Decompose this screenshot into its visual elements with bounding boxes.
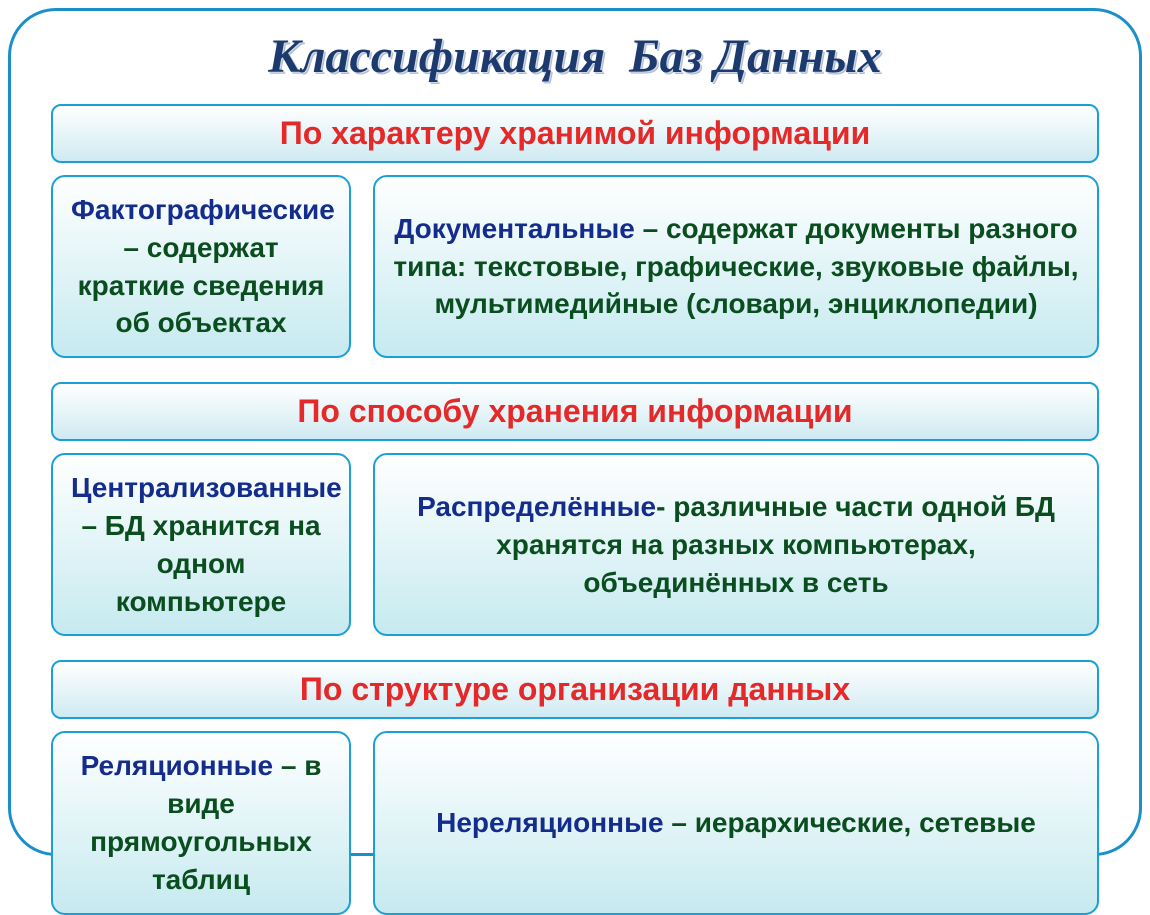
- section-row-1: Фактографические – содержат краткие свед…: [51, 175, 1099, 358]
- card-lead: Реляционные: [81, 750, 274, 781]
- card-lead: Документальные: [394, 213, 635, 244]
- card-rest: – иерархические, сетевые: [664, 807, 1036, 838]
- section-row-3: Реляционные – в виде прямоугольных табли…: [51, 731, 1099, 914]
- card-lead: Централизованные: [71, 472, 342, 503]
- section-heading-1: По характеру хранимой информации: [51, 104, 1099, 163]
- page-title: Классификация Баз Данных: [51, 29, 1099, 84]
- card-rest: – содержат краткие сведения об объектах: [78, 232, 325, 339]
- card-centralized: Централизованные – БД хранится на одном …: [51, 453, 351, 636]
- card-lead: Фактографические: [71, 194, 335, 225]
- card-lead: Нереляционные: [436, 807, 663, 838]
- card-documentary: Документальные – содержат документы разн…: [373, 175, 1099, 358]
- section-heading-3: По структуре организации данных: [51, 660, 1099, 719]
- section-row-2: Централизованные – БД хранится на одном …: [51, 453, 1099, 636]
- diagram-frame: Классификация Баз Данных По характеру хр…: [8, 8, 1142, 856]
- card-relational: Реляционные – в виде прямоугольных табли…: [51, 731, 351, 914]
- card-nonrelational: Нереляционные – иерархические, сетевые: [373, 731, 1099, 914]
- card-rest: – БД хранится на одном компьютере: [81, 510, 320, 617]
- card-distributed: Распределённые- различные части одной БД…: [373, 453, 1099, 636]
- card-lead: Распределённые: [417, 491, 656, 522]
- card-factographic: Фактографические – содержат краткие свед…: [51, 175, 351, 358]
- section-heading-2: По способу хранения информации: [51, 382, 1099, 441]
